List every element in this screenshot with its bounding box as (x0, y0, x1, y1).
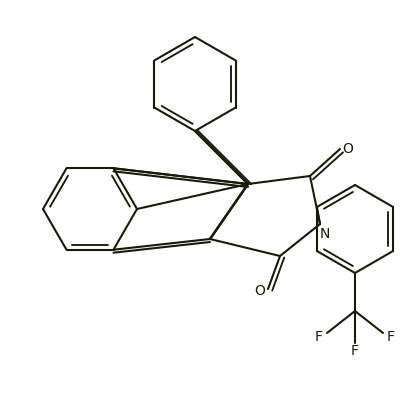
Text: O: O (255, 284, 266, 298)
Text: F: F (387, 330, 395, 344)
Text: F: F (351, 344, 359, 358)
Text: F: F (315, 330, 323, 344)
Text: N: N (320, 227, 330, 241)
Text: O: O (343, 142, 354, 156)
